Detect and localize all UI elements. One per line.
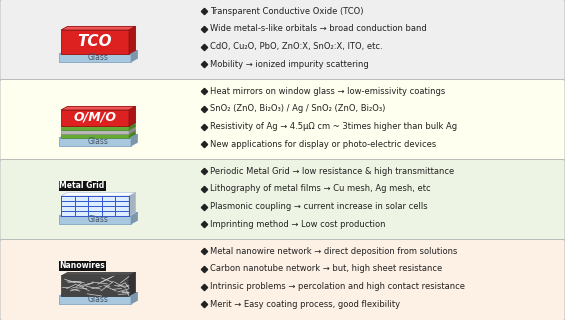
Polygon shape: [59, 50, 138, 54]
Text: Glass: Glass: [88, 215, 108, 224]
FancyBboxPatch shape: [0, 159, 565, 241]
Polygon shape: [131, 212, 138, 224]
Text: Wide metal-s-like orbitals → broad conduction band: Wide metal-s-like orbitals → broad condu…: [210, 24, 427, 33]
FancyBboxPatch shape: [59, 261, 106, 271]
Text: Lithography of metal films → Cu mesh, Ag mesh, etc: Lithography of metal films → Cu mesh, Ag…: [210, 184, 431, 193]
Polygon shape: [129, 192, 136, 216]
Polygon shape: [61, 122, 136, 126]
Polygon shape: [59, 216, 131, 224]
Text: TCO: TCO: [78, 34, 112, 49]
Text: Periodic Metal Grid → low resistance & high transmittance: Periodic Metal Grid → low resistance & h…: [210, 166, 454, 175]
Text: Transparent Conductive Oxide (TCO): Transparent Conductive Oxide (TCO): [210, 6, 363, 15]
FancyBboxPatch shape: [0, 79, 565, 161]
Text: Nanowires: Nanowires: [59, 261, 105, 270]
Polygon shape: [131, 292, 138, 304]
Polygon shape: [59, 292, 138, 296]
Text: Metal nanowire network → direct deposition from solutions: Metal nanowire network → direct depositi…: [210, 246, 458, 255]
Polygon shape: [61, 126, 129, 130]
FancyBboxPatch shape: [59, 181, 106, 191]
Polygon shape: [61, 131, 136, 134]
Polygon shape: [59, 296, 131, 304]
Text: Plasmonic coupling → current increase in solar cells: Plasmonic coupling → current increase in…: [210, 202, 428, 211]
Polygon shape: [59, 138, 131, 146]
Text: Intrinsic problems → percolation and high contact resistance: Intrinsic problems → percolation and hig…: [210, 282, 465, 291]
Text: Merit → Easy coating process, good flexibility: Merit → Easy coating process, good flexi…: [210, 300, 400, 309]
Polygon shape: [59, 134, 138, 138]
Polygon shape: [61, 130, 129, 134]
Text: Glass: Glass: [88, 137, 108, 146]
Polygon shape: [129, 126, 136, 134]
Text: Glass: Glass: [88, 53, 108, 62]
Text: Heat mirrors on window glass → low-emissivity coatings: Heat mirrors on window glass → low-emiss…: [210, 86, 445, 95]
Text: Glass: Glass: [88, 295, 108, 304]
Text: O/M/O: O/M/O: [73, 110, 116, 124]
Text: Carbon nanotube network → but, high sheet resistance: Carbon nanotube network → but, high shee…: [210, 264, 442, 273]
Polygon shape: [129, 131, 136, 138]
Polygon shape: [129, 122, 136, 130]
Polygon shape: [131, 50, 138, 62]
Polygon shape: [61, 134, 129, 138]
Text: SnO₂ (ZnO, Bi₂O₃) / Ag / SnO₂ (ZnO, Bi₂O₃): SnO₂ (ZnO, Bi₂O₃) / Ag / SnO₂ (ZnO, Bi₂O…: [210, 104, 385, 113]
Polygon shape: [61, 126, 136, 130]
Text: New applications for display or photo-electric devices: New applications for display or photo-el…: [210, 140, 436, 149]
Text: CdO, Cu₂O, PbO, ZnO:X, SnO₂:X, ITO, etc.: CdO, Cu₂O, PbO, ZnO:X, SnO₂:X, ITO, etc.: [210, 42, 383, 51]
Polygon shape: [59, 212, 138, 216]
Text: Metal Grid: Metal Grid: [59, 181, 105, 190]
FancyBboxPatch shape: [0, 239, 565, 320]
Polygon shape: [61, 106, 136, 110]
Polygon shape: [61, 196, 129, 216]
Polygon shape: [129, 272, 136, 296]
Polygon shape: [129, 26, 136, 54]
Polygon shape: [61, 272, 136, 276]
Polygon shape: [61, 276, 129, 296]
Text: Resistivity of Ag → 4.5μΩ cm ~ 3times higher than bulk Ag: Resistivity of Ag → 4.5μΩ cm ~ 3times hi…: [210, 122, 457, 131]
Polygon shape: [61, 110, 129, 126]
Polygon shape: [61, 30, 129, 54]
Polygon shape: [59, 54, 131, 62]
Text: Mobility → ionized impurity scattering: Mobility → ionized impurity scattering: [210, 60, 369, 69]
Text: Imprinting method → Low cost production: Imprinting method → Low cost production: [210, 220, 385, 229]
Polygon shape: [129, 106, 136, 126]
Polygon shape: [61, 192, 136, 196]
Polygon shape: [131, 134, 138, 146]
Polygon shape: [61, 26, 136, 30]
FancyBboxPatch shape: [0, 0, 565, 81]
